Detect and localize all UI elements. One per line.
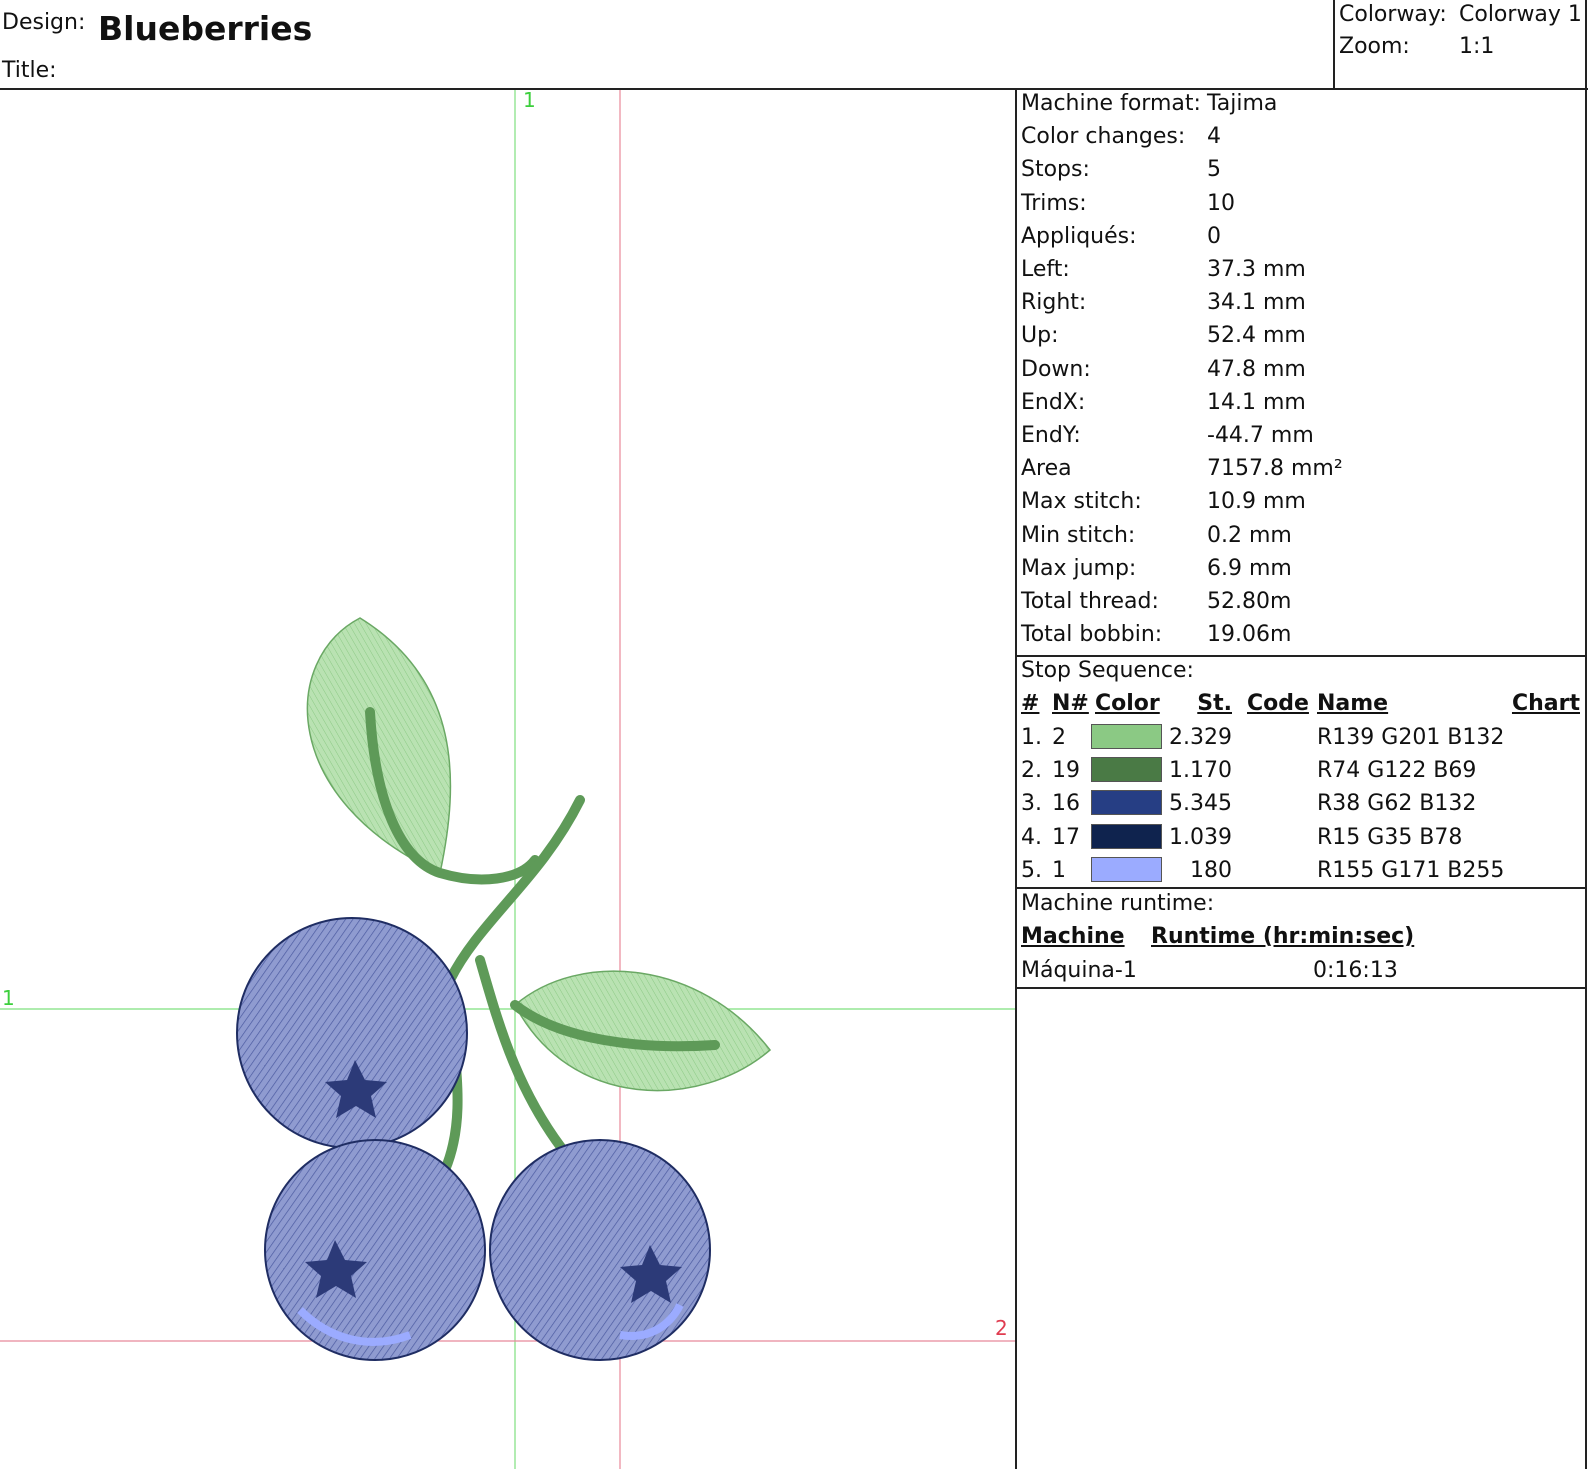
- stat-label: Max jump:: [1021, 555, 1137, 581]
- stat-value: 10: [1207, 190, 1235, 216]
- column-header: Machine: [1021, 924, 1125, 949]
- stat-label: Appliqués:: [1021, 223, 1137, 249]
- stat-label: Total thread:: [1021, 589, 1159, 614]
- stat-value: 7157.8 mm²: [1207, 456, 1343, 482]
- stat-label: Total bobbin:: [1021, 622, 1163, 648]
- cell-name: R139 G201 B132: [1317, 725, 1505, 750]
- column-header: N#: [1052, 691, 1089, 716]
- section-title: Stop Sequence:: [1021, 658, 1194, 683]
- stat-label: Right:: [1021, 290, 1087, 316]
- cell-index: 1.: [1021, 725, 1042, 750]
- stat-value: 52.80m: [1207, 589, 1292, 614]
- rule: [1585, 0, 1587, 1469]
- stat-label: Left:: [1021, 257, 1070, 282]
- stat-label: Min stitch:: [1021, 522, 1136, 548]
- cell-index: 2.: [1021, 758, 1042, 784]
- color-swatch: [1091, 757, 1162, 783]
- guide-label: 1: [2, 986, 15, 1010]
- column-header: Code: [1247, 691, 1309, 716]
- zoom-label: Zoom:: [1339, 34, 1410, 59]
- cell-needle: 19: [1052, 758, 1080, 784]
- stat-value: 19.06m: [1207, 622, 1292, 648]
- stat-label: Up:: [1021, 323, 1059, 349]
- stat-label: EndY:: [1021, 423, 1081, 448]
- stat-label: EndX:: [1021, 389, 1086, 415]
- cell-needle: 2: [1052, 725, 1066, 750]
- rule: [0, 88, 1588, 90]
- column-header: Chart: [1511, 691, 1580, 716]
- stat-label: Color changes:: [1021, 124, 1186, 150]
- cell-stitches: 5.345: [1169, 791, 1232, 817]
- colorway-label: Colorway:: [1339, 2, 1447, 27]
- stat-value: Tajima: [1207, 91, 1278, 116]
- stat-label: Down:: [1021, 356, 1091, 382]
- rule: [1015, 987, 1586, 989]
- color-swatch: [1091, 856, 1162, 882]
- stat-label: Trims:: [1021, 190, 1087, 216]
- runtime-value: 0:16:13: [1313, 958, 1398, 983]
- column-header: St.: [1197, 691, 1232, 716]
- zoom: 1:1: [1459, 34, 1495, 59]
- cell-stitches: 2.329: [1169, 725, 1232, 750]
- cell-name: R155 G171 B255: [1317, 857, 1505, 883]
- stat-value: 52.4 mm: [1207, 323, 1306, 349]
- rule: [1015, 655, 1586, 657]
- cell-needle: 17: [1052, 824, 1080, 850]
- cell-name: R15 G35 B78: [1317, 824, 1463, 850]
- section-title: Machine runtime:: [1021, 891, 1215, 916]
- column-header: Runtime (hr:min:sec): [1151, 924, 1415, 949]
- design-label: Design:: [2, 10, 86, 35]
- stat-label: Machine format:: [1021, 91, 1201, 116]
- color-swatch: [1091, 790, 1162, 816]
- cell-name: R74 G122 B69: [1317, 758, 1477, 784]
- embroidery: [236, 617, 772, 1361]
- cell-stitches: 1.170: [1169, 758, 1232, 784]
- column-header: Color: [1095, 691, 1160, 716]
- stat-value: 10.9 mm: [1207, 489, 1306, 515]
- guide-label: 2: [995, 1316, 1008, 1340]
- color-swatch: [1091, 823, 1162, 849]
- stat-value: 4: [1207, 124, 1221, 150]
- rule: [1015, 887, 1586, 889]
- stat-label: Area: [1021, 456, 1072, 482]
- cell-stitches: 180: [1190, 857, 1232, 883]
- title-label: Title:: [2, 58, 57, 83]
- cell-index: 5.: [1021, 857, 1042, 883]
- stat-value: 47.8 mm: [1207, 356, 1306, 382]
- stat-value: 6.9 mm: [1207, 555, 1292, 581]
- stat-value: 5: [1207, 157, 1221, 183]
- stat-label: Stops:: [1021, 157, 1090, 183]
- guide-label: 1: [523, 88, 536, 112]
- colorway: Colorway 1: [1459, 2, 1582, 27]
- stat-value: 14.1 mm: [1207, 389, 1306, 415]
- cell-needle: 1: [1052, 857, 1066, 883]
- stat-value: 0.2 mm: [1207, 522, 1292, 548]
- cell-index: 4.: [1021, 824, 1042, 850]
- stat-label: Max stitch:: [1021, 489, 1142, 515]
- cell-name: R38 G62 B132: [1317, 791, 1477, 817]
- cell-index: 3.: [1021, 791, 1042, 817]
- design-name: Blueberries: [98, 9, 313, 48]
- rule: [1015, 89, 1017, 1469]
- machine-name: Máquina-1: [1021, 958, 1137, 983]
- stat-value: 0: [1207, 223, 1221, 249]
- color-swatch: [1091, 724, 1162, 749]
- stat-value: 34.1 mm: [1207, 290, 1306, 316]
- cell-needle: 16: [1052, 791, 1080, 817]
- column-header: Name: [1317, 691, 1389, 716]
- column-header: #: [1021, 691, 1040, 716]
- cell-stitches: 1.039: [1169, 824, 1232, 850]
- rule: [1333, 0, 1335, 89]
- stat-value: -44.7 mm: [1207, 423, 1314, 448]
- design-canvas: [0, 89, 1015, 1469]
- stat-value: 37.3 mm: [1207, 257, 1306, 282]
